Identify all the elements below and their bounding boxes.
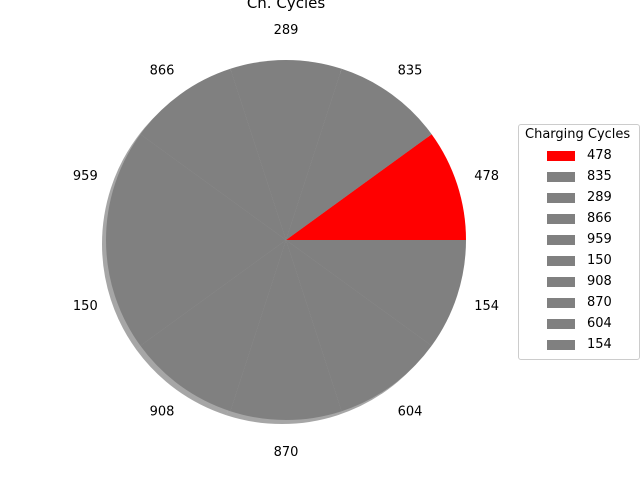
legend-swatch [547,318,575,329]
legend-item: 150 [525,250,633,271]
legend-label: 908 [587,274,612,289]
slice-label: 604 [398,405,423,420]
legend-swatch [547,234,575,245]
legend-item: 154 [525,334,633,355]
legend-swatch [547,255,575,266]
slice-label: 150 [73,299,98,314]
pie-slice [106,240,286,346]
legend-item: 959 [525,229,633,250]
slice-label: 870 [274,445,299,460]
pie-slice [286,240,432,412]
pie-slice [140,68,286,240]
legend-item: 604 [525,313,633,334]
chart-title: Ch. Cycles [247,0,326,12]
legend-item: 908 [525,271,633,292]
slice-label: 866 [150,63,175,78]
legend-item: 289 [525,187,633,208]
legend-swatch [547,192,575,203]
legend: Charging Cycles 478 835 289 866 959 150 908 870… [518,124,640,360]
slice-label: 835 [398,63,423,78]
legend-items: 478 835 289 866 959 150 908 870 604 154 [525,145,633,355]
pie-slices [106,60,466,421]
legend-item: 866 [525,208,633,229]
pie-slice [230,240,342,421]
slice-label: 154 [474,299,499,314]
legend-swatch [547,297,575,308]
legend-label: 835 [587,169,612,184]
legend-label: 604 [587,316,612,331]
legend-label: 959 [587,232,612,247]
legend-label: 150 [587,253,612,268]
legend-label: 289 [587,190,612,205]
legend-label: 478 [587,148,612,163]
legend-item: 835 [525,166,633,187]
legend-item: 870 [525,292,633,313]
legend-title: Charging Cycles [525,127,631,142]
slice-label: 289 [274,23,299,38]
pie-slice [140,240,286,412]
legend-item: 478 [525,145,633,166]
legend-swatch [547,276,575,287]
legend-swatch [547,171,575,182]
pie-slice [230,60,342,241]
pie-slice [286,134,466,240]
legend-label: 866 [587,211,612,226]
slice-label: 478 [474,169,499,184]
slice-label: 959 [73,169,98,184]
legend-swatch [547,213,575,224]
legend-swatch [547,150,575,161]
pie-slice [286,240,466,346]
pie-slice [106,134,286,240]
slice-labels: 478 835 289 866 959 150 908 870 604 154 [73,23,499,460]
legend-label: 154 [587,337,612,352]
pie-slice [286,68,432,240]
legend-label: 870 [587,295,612,310]
slice-label: 908 [150,405,175,420]
legend-swatch [547,339,575,350]
